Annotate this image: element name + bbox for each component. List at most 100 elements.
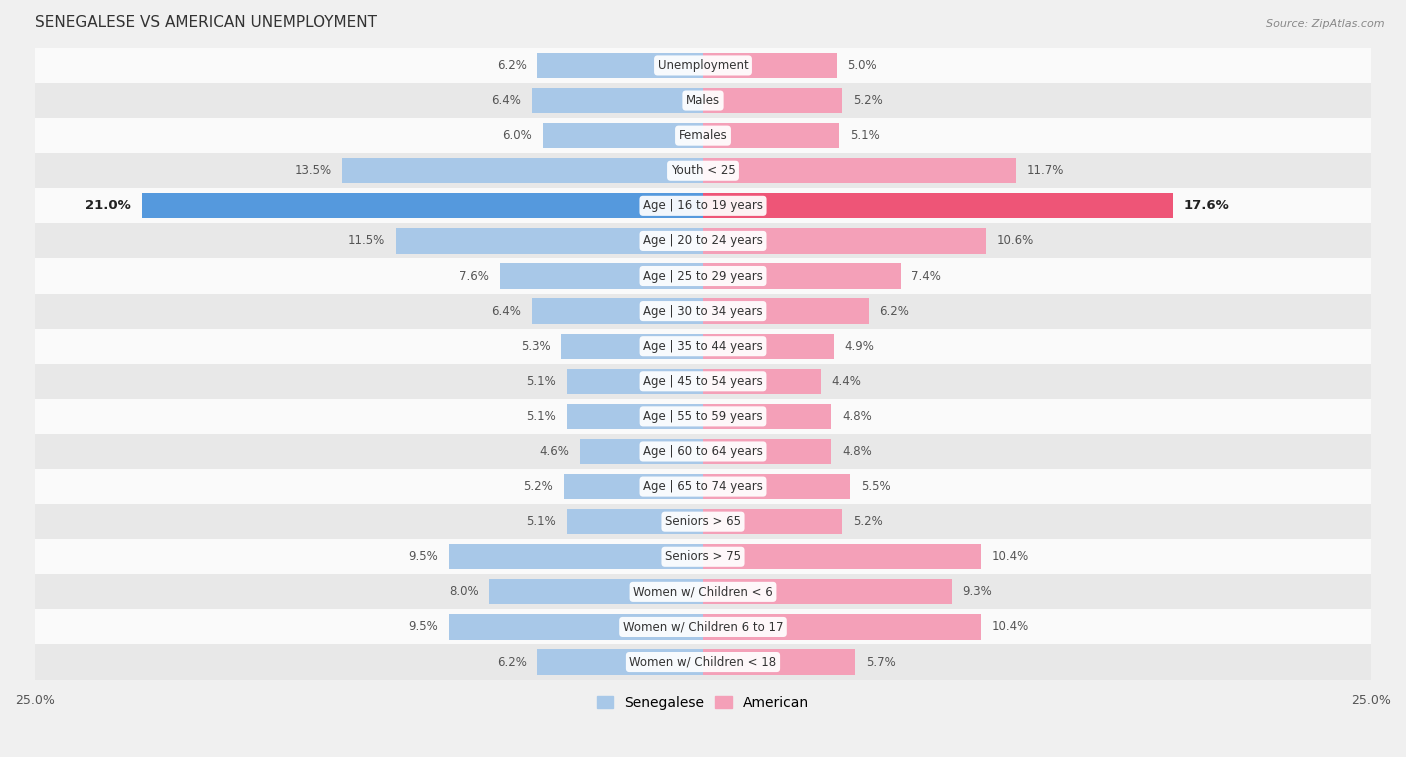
Bar (703, 403, 831, 429)
Bar (35, 644, 1371, 680)
Text: Males: Males (686, 94, 720, 107)
Bar (703, 229, 986, 254)
Text: Age | 25 to 29 years: Age | 25 to 29 years (643, 269, 763, 282)
Bar (564, 474, 703, 499)
Text: 5.1%: 5.1% (526, 375, 555, 388)
Text: Females: Females (679, 129, 727, 142)
Bar (342, 158, 703, 183)
Text: 5.2%: 5.2% (852, 94, 883, 107)
Bar (35, 504, 1371, 539)
Bar (35, 539, 1371, 575)
Text: 6.2%: 6.2% (496, 59, 527, 72)
Bar (703, 334, 834, 359)
Text: 11.5%: 11.5% (347, 235, 385, 248)
Text: 8.0%: 8.0% (449, 585, 478, 598)
Text: Seniors > 75: Seniors > 75 (665, 550, 741, 563)
Bar (501, 263, 703, 288)
Text: 6.2%: 6.2% (496, 656, 527, 668)
Bar (449, 544, 703, 569)
Bar (35, 153, 1371, 188)
Text: Age | 45 to 54 years: Age | 45 to 54 years (643, 375, 763, 388)
Text: Unemployment: Unemployment (658, 59, 748, 72)
Bar (531, 88, 703, 114)
Bar (703, 88, 842, 114)
Text: 4.4%: 4.4% (831, 375, 860, 388)
Bar (35, 118, 1371, 153)
Bar (703, 123, 839, 148)
Text: 9.5%: 9.5% (409, 621, 439, 634)
Bar (537, 53, 703, 78)
Bar (35, 399, 1371, 434)
Text: 9.3%: 9.3% (962, 585, 993, 598)
Text: 5.1%: 5.1% (526, 410, 555, 423)
Text: 5.0%: 5.0% (848, 59, 877, 72)
Bar (35, 469, 1371, 504)
Text: Women w/ Children < 6: Women w/ Children < 6 (633, 585, 773, 598)
Text: 6.2%: 6.2% (879, 304, 910, 318)
Text: 10.6%: 10.6% (997, 235, 1035, 248)
Text: 5.1%: 5.1% (526, 516, 555, 528)
Bar (35, 609, 1371, 644)
Bar (561, 334, 703, 359)
Bar (35, 188, 1371, 223)
Text: Age | 35 to 44 years: Age | 35 to 44 years (643, 340, 763, 353)
Bar (35, 258, 1371, 294)
Bar (703, 53, 837, 78)
Text: 4.8%: 4.8% (842, 445, 872, 458)
Text: 5.3%: 5.3% (522, 340, 551, 353)
Text: Seniors > 65: Seniors > 65 (665, 516, 741, 528)
Text: 5.1%: 5.1% (851, 129, 880, 142)
Text: SENEGALESE VS AMERICAN UNEMPLOYMENT: SENEGALESE VS AMERICAN UNEMPLOYMENT (35, 15, 377, 30)
Text: 10.4%: 10.4% (991, 550, 1029, 563)
Text: Age | 30 to 34 years: Age | 30 to 34 years (643, 304, 763, 318)
Bar (35, 434, 1371, 469)
Bar (543, 123, 703, 148)
Bar (35, 575, 1371, 609)
Text: Source: ZipAtlas.com: Source: ZipAtlas.com (1267, 19, 1385, 29)
Text: 4.6%: 4.6% (540, 445, 569, 458)
Text: Age | 16 to 19 years: Age | 16 to 19 years (643, 199, 763, 212)
Bar (703, 263, 901, 288)
Bar (567, 369, 703, 394)
Legend: Senegalese, American: Senegalese, American (591, 690, 815, 715)
Bar (703, 369, 821, 394)
Bar (35, 83, 1371, 118)
Bar (703, 474, 851, 499)
Text: Women w/ Children 6 to 17: Women w/ Children 6 to 17 (623, 621, 783, 634)
Bar (489, 579, 703, 605)
Bar (703, 509, 842, 534)
Bar (35, 294, 1371, 329)
Text: 5.7%: 5.7% (866, 656, 896, 668)
Text: 21.0%: 21.0% (86, 199, 131, 212)
Bar (567, 509, 703, 534)
Bar (581, 439, 703, 464)
Bar (703, 193, 1174, 219)
Text: 10.4%: 10.4% (991, 621, 1029, 634)
Text: 7.6%: 7.6% (460, 269, 489, 282)
Text: 17.6%: 17.6% (1184, 199, 1230, 212)
Bar (531, 298, 703, 324)
Bar (537, 650, 703, 674)
Bar (35, 329, 1371, 364)
Text: 4.9%: 4.9% (845, 340, 875, 353)
Bar (703, 615, 981, 640)
Bar (703, 158, 1015, 183)
Text: Women w/ Children < 18: Women w/ Children < 18 (630, 656, 776, 668)
Bar (142, 193, 703, 219)
Text: 5.5%: 5.5% (860, 480, 890, 493)
Bar (703, 544, 981, 569)
Text: 6.0%: 6.0% (502, 129, 531, 142)
Bar (703, 439, 831, 464)
Bar (35, 223, 1371, 258)
Bar (703, 579, 952, 605)
Text: 9.5%: 9.5% (409, 550, 439, 563)
Text: 13.5%: 13.5% (294, 164, 332, 177)
Text: Age | 20 to 24 years: Age | 20 to 24 years (643, 235, 763, 248)
Bar (35, 364, 1371, 399)
Bar (449, 615, 703, 640)
Text: 7.4%: 7.4% (911, 269, 941, 282)
Bar (35, 48, 1371, 83)
Bar (703, 650, 855, 674)
Text: Age | 65 to 74 years: Age | 65 to 74 years (643, 480, 763, 493)
Text: 4.8%: 4.8% (842, 410, 872, 423)
